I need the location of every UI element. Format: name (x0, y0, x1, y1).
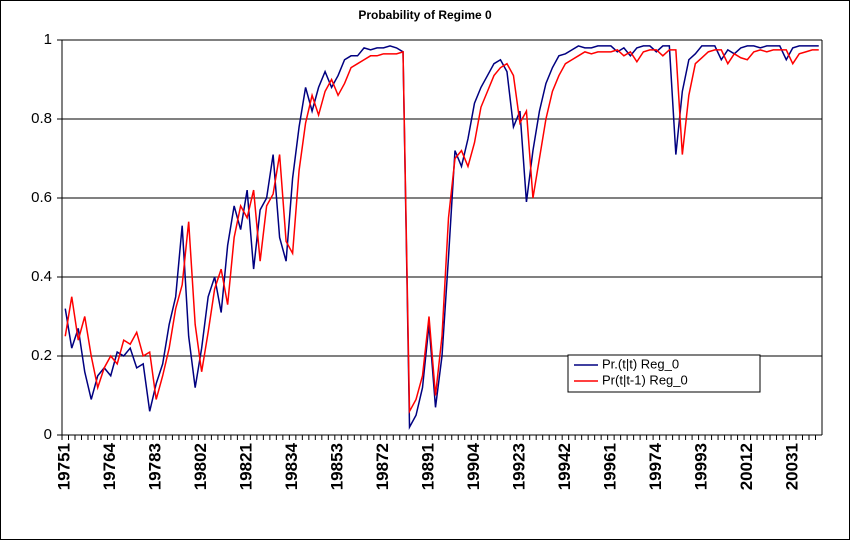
x-tick-label: 19751 (55, 443, 74, 490)
x-tick-label: 19764 (100, 442, 119, 490)
legend-label: Pr.(t|t) Reg_0 (602, 356, 679, 371)
x-tick-label: 19872 (373, 443, 392, 490)
x-tick-label: 19904 (464, 442, 483, 490)
x-tick-label: 19891 (418, 443, 437, 490)
x-tick-label: 19942 (555, 443, 574, 490)
series-line (64, 45, 819, 430)
y-tick-label: 0.2 (31, 347, 52, 364)
x-tick-label: 19821 (237, 443, 256, 490)
legend-box (567, 354, 761, 393)
x-tick-label: 19961 (600, 443, 619, 490)
legend-label: Pr(t|t-1) Reg_0 (602, 372, 688, 387)
x-tick-label: 19802 (191, 443, 210, 490)
x-tick-label: 19853 (328, 443, 347, 490)
x-tick-label: 20012 (737, 443, 756, 490)
y-tick-label: 1 (44, 31, 52, 48)
chart-title: Probability of Regime 0 (358, 8, 492, 22)
series-line (64, 49, 819, 415)
x-tick-label: 20031 (782, 443, 801, 490)
x-tick-label: 19834 (282, 442, 301, 490)
y-tick-label: 0 (44, 426, 52, 443)
x-tick-label: 19993 (691, 443, 710, 490)
x-tick-label: 19974 (646, 442, 665, 490)
y-tick-label: 0.6 (31, 189, 52, 206)
y-tick-label: 0.4 (31, 268, 52, 285)
y-tick-label: 0.8 (31, 110, 52, 127)
x-tick-label: 19923 (509, 443, 528, 490)
x-tick-label: 19783 (146, 443, 165, 490)
